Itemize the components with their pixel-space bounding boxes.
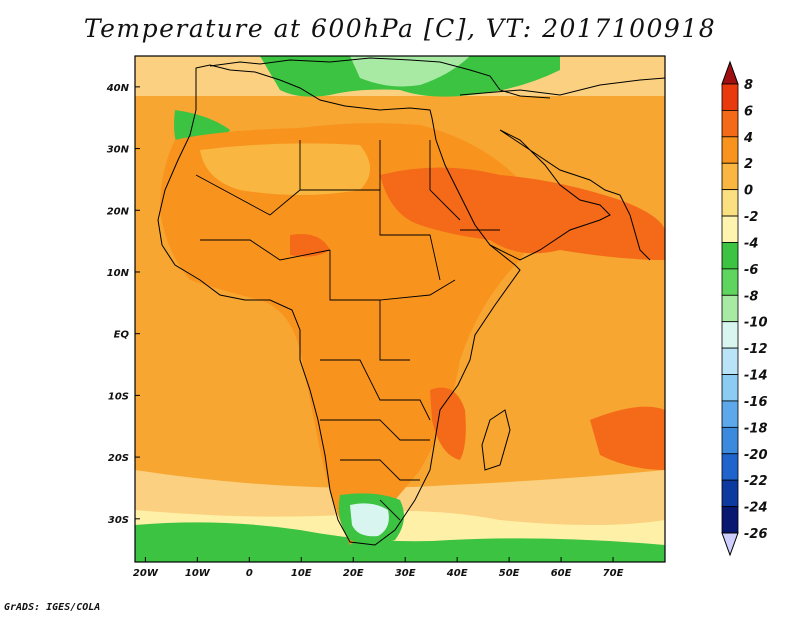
lon-tick-label: 10E [291, 568, 312, 579]
colorbar-swatch [721, 189, 739, 217]
colorbar-label: -20 [744, 448, 768, 463]
map-frame [134, 55, 666, 563]
colorbar-label: -24 [744, 501, 768, 516]
lat-axis: 40N 30N 20N 10N EQ 10S 20S 30S [106, 83, 140, 526]
lon-tick-label: 60E [551, 568, 572, 579]
colorbar-label: 0 [744, 184, 753, 199]
lon-tick-label: 20W [133, 568, 159, 579]
colorbar-swatch [721, 294, 739, 323]
colorbar-label: -22 [744, 474, 768, 489]
colorbar-swatch [721, 162, 739, 191]
colorbar-label: 8 [744, 78, 753, 93]
colorbar: 8 6 4 2 0 -2 -4 -6 -8 -10 -12 -14 -16 -18 -20 -22 -24 -26 [721, 60, 768, 557]
colorbar-swatch [721, 347, 739, 375]
lon-tick-label: 0 [246, 568, 253, 579]
lat-tick-label: 10S [108, 391, 129, 402]
sahel-hot-region [380, 167, 665, 260]
colorbar-swatch [721, 110, 739, 138]
lon-tick-label: 70E [603, 568, 624, 579]
colorbar-label: -26 [744, 527, 768, 542]
colorbar-label: -10 [744, 316, 768, 331]
colorbar-bottom-arrow [721, 532, 739, 557]
colorbar-label: 2 [744, 157, 753, 172]
lat-tick-label: 30S [108, 515, 129, 526]
colorbar-label: 6 [744, 104, 753, 119]
colorbar-swatch [721, 268, 739, 296]
westafrica-hot-spot [290, 234, 330, 257]
colorbar-swatch [721, 400, 739, 428]
colorbar-swatch [721, 374, 739, 402]
colorbar-label: -4 [744, 236, 758, 251]
colorbar-swatch [721, 506, 739, 534]
coastlines [157, 57, 665, 546]
colorbar-label: -14 [744, 369, 768, 384]
mozambique-hot-region [430, 387, 466, 460]
lon-tick-label: 10W [185, 568, 211, 579]
colorbar-top-arrow [721, 60, 739, 85]
colorbar-label: -6 [744, 263, 758, 278]
indian-ocean-hot-region [590, 406, 665, 470]
grads-credit: GrADS: IGES/COLA [4, 602, 101, 613]
southafrica-coldest-region [350, 503, 389, 537]
colorbar-swatch [721, 479, 739, 507]
colorbar-swatch [721, 426, 739, 455]
lon-tick-label: 20E [343, 568, 364, 579]
colorbar-swatch [721, 453, 739, 481]
lon-tick-label: 30E [395, 568, 416, 579]
med-colder-region [350, 56, 470, 87]
colorbar-swatch [721, 83, 739, 111]
sahara-mild-region [200, 143, 370, 195]
colorbar-label: -8 [744, 289, 758, 304]
lon-tick-label: 50E [499, 568, 520, 579]
colorbar-swatch [721, 242, 739, 270]
colorbar-label: 4 [743, 131, 753, 146]
lat-tick-label: 40N [106, 83, 130, 94]
lat-tick-label: 30N [107, 145, 130, 156]
madagascar-outline [481, 409, 511, 471]
colorbar-label: -16 [744, 395, 768, 410]
south-cold-band [135, 522, 665, 562]
country-borders [195, 140, 500, 521]
lat-tick-label: 10N [107, 268, 130, 279]
colorbar-swatch [721, 215, 739, 243]
lat-tick-label: 20N [107, 206, 130, 217]
chart-title: Temperature at 600hPa [C], VT: 201710091… [83, 14, 717, 43]
colorbar-swatch [721, 136, 739, 164]
colorbar-swatch [721, 321, 739, 349]
lon-tick-label: 40E [446, 568, 468, 579]
colorbar-label: -12 [744, 342, 768, 357]
colorbar-label: -18 [744, 421, 768, 436]
colorbar-label: -2 [744, 210, 758, 225]
lon-axis: 20W 10W 0 10E 20E 30E 40E 50E 60E 70E [133, 557, 624, 579]
lat-tick-label: 20S [108, 453, 129, 464]
lat-tick-label: EQ [114, 330, 130, 341]
